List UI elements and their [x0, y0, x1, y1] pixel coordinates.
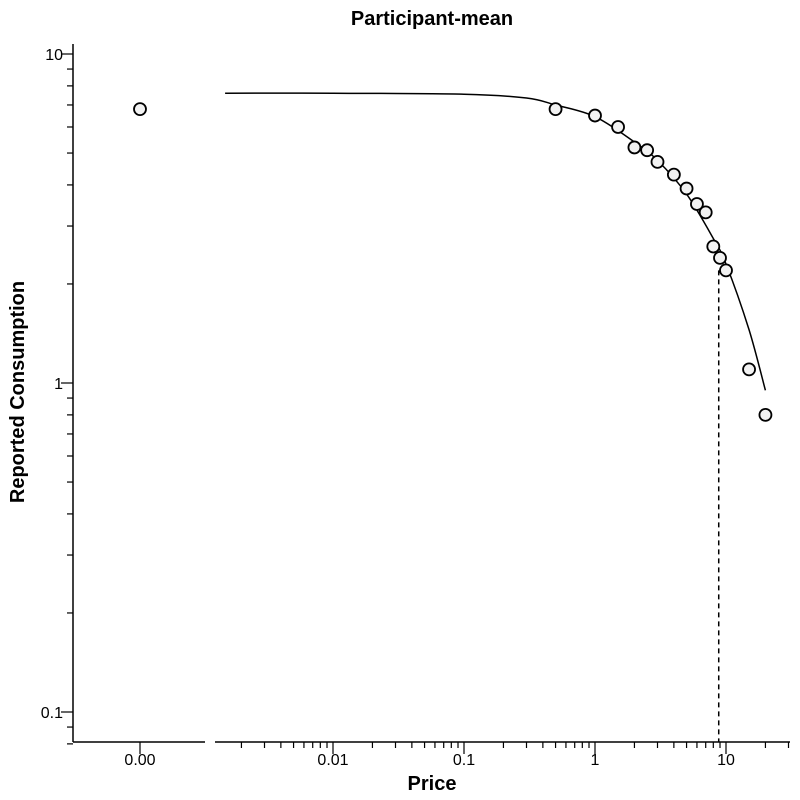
x-tick-label: 10 [717, 752, 735, 769]
y-tick-label: 10 [45, 47, 63, 64]
x-axis-title: Price [408, 773, 457, 795]
data-point [650, 154, 665, 169]
y-tick-label: 0.1 [41, 705, 63, 722]
y-tick-label: 1 [54, 376, 63, 393]
zero-price-point [133, 102, 147, 117]
x-tick-label: 0.1 [453, 752, 475, 769]
data-point [611, 120, 625, 134]
data-point [706, 239, 721, 254]
chart-title: Participant-mean [351, 8, 513, 30]
x-tick-label: 1 [591, 752, 600, 769]
data-point [640, 143, 655, 158]
data-point [698, 205, 713, 220]
axes: 0.1 1 10 0.01 0.1 1 10 0.00 [41, 44, 790, 769]
y-axis-title: Reported Consumption [7, 281, 29, 503]
x-zero-tick-label: 0.00 [124, 752, 155, 769]
data-point [666, 167, 681, 182]
x-tick-label: 0.01 [317, 752, 348, 769]
data-point [627, 140, 642, 155]
demand-curve [225, 92, 767, 391]
data-point [719, 263, 733, 278]
data-point [742, 362, 756, 377]
data-point [679, 181, 694, 196]
points-layer [133, 102, 773, 422]
data-point [713, 251, 727, 265]
data-point [588, 108, 602, 123]
data-point [758, 407, 773, 422]
data-point [690, 197, 704, 211]
data-point [548, 102, 563, 117]
